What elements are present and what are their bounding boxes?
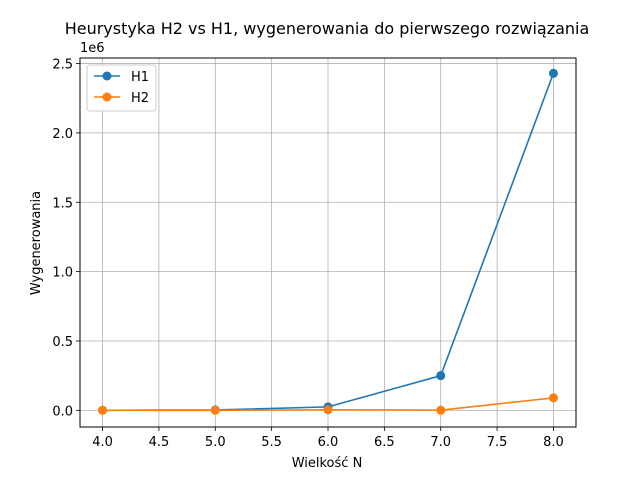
x-tick-label: 4.0 <box>92 435 113 450</box>
y-tick-label: 0.0 <box>52 404 73 419</box>
x-axis-label: Wielkość N <box>292 456 363 471</box>
x-tick-label: 8.0 <box>543 435 564 450</box>
x-tick-label: 6.0 <box>318 435 339 450</box>
data-point-h2 <box>210 405 220 415</box>
data-point-h2 <box>548 393 558 403</box>
data-point-h1 <box>436 371 446 381</box>
legend-label-h1: H1 <box>131 70 149 85</box>
x-tick-label: 6.5 <box>374 435 395 450</box>
y-tick-label: 2.0 <box>52 127 73 142</box>
x-tick-label: 7.0 <box>430 435 451 450</box>
data-point-h2 <box>436 405 446 415</box>
series-layer <box>98 68 558 415</box>
data-point-h1 <box>548 68 558 78</box>
x-tick-label: 5.5 <box>261 435 282 450</box>
y-axis-label: Wygenerowania <box>29 191 44 295</box>
legend-marker-h2 <box>102 92 112 102</box>
y-tick-label: 1.0 <box>52 266 73 281</box>
y-tick-label: 1.5 <box>52 196 73 211</box>
data-point-h2 <box>98 405 108 415</box>
legend-marker-h1 <box>102 71 112 81</box>
data-point-h2 <box>323 405 333 415</box>
chart-title: Heurystyka H2 vs H1, wygenerowania do pi… <box>65 19 590 38</box>
y-tick-label: 0.5 <box>52 335 73 350</box>
y-offset-label: 1e6 <box>80 41 105 56</box>
legend-label-h2: H2 <box>131 91 149 106</box>
x-tick-label: 5.0 <box>205 435 226 450</box>
x-tick-label: 4.5 <box>149 435 170 450</box>
y-tick-label: 2.5 <box>52 58 73 73</box>
x-tick-label: 7.5 <box>487 435 508 450</box>
ticks: 4.0 4.5 5.0 5.5 6.0 6.5 7.0 7.5 8.0 0.0 0.5 1.0 1.5 2… <box>52 58 563 450</box>
